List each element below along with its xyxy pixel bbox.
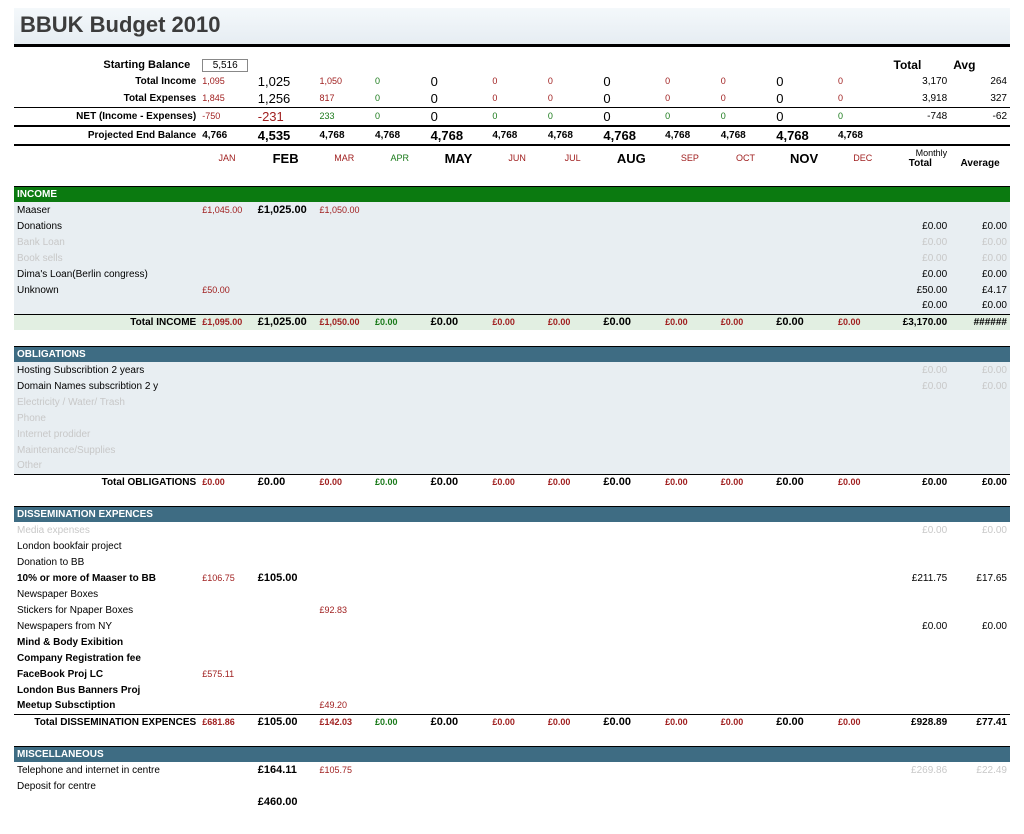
table-row: Stickers for Npaper Boxes£92.83 — [14, 602, 1010, 618]
month-header: SEP — [662, 147, 718, 170]
month-header: FEB — [255, 147, 317, 170]
table-row: Unknown£50.00£50.00£4.17 — [14, 282, 1010, 298]
month-header: MAR — [316, 147, 372, 170]
table-row: Internet prodider — [14, 426, 1010, 442]
starting-balance-value: 5,516 — [202, 59, 248, 72]
table-row: Other — [14, 458, 1010, 474]
section-header-dissemination: DISSEMINATION EXPENCES — [14, 506, 1010, 522]
page-title: BBUK Budget 2010 — [14, 8, 1010, 47]
month-header: APR — [372, 147, 428, 170]
table-row: Meetup Subsctiption£49.20 — [14, 698, 1010, 714]
month-header: JUN — [489, 147, 545, 170]
table-row: Newspapers from NY£0.00£0.00 — [14, 618, 1010, 634]
table-row: London bookfair project — [14, 538, 1010, 554]
table-row: Newspaper Boxes — [14, 586, 1010, 602]
section-total-row: Total OBLIGATIONS£0.00£0.00£0.00£0.00£0.… — [14, 474, 1010, 490]
table-row: Maintenance/Supplies — [14, 442, 1010, 458]
month-header: JAN — [199, 147, 255, 170]
table-row: Maaser£1,045.00£1,025.00£1,050.00 — [14, 202, 1010, 218]
month-header: OCT — [718, 147, 774, 170]
section-total-row: Total DISSEMINATION EXPENCES£681.86£105.… — [14, 714, 1010, 730]
table-row: Company Registration fee — [14, 650, 1010, 666]
table-row: Phone — [14, 410, 1010, 426]
table-row: 10% or more of Maaser to BB£106.75£105.0… — [14, 570, 1010, 586]
table-row: Telephone and internet in centre£164.11£… — [14, 762, 1010, 778]
table-row: Media expenses£0.00£0.00 — [14, 522, 1010, 538]
table-row: Book sells£0.00£0.00 — [14, 250, 1010, 266]
month-header: MAY — [428, 147, 490, 170]
table-row: Donations£0.00£0.00 — [14, 218, 1010, 234]
table-row: Hosting Subscribtion 2 years£0.00£0.00 — [14, 362, 1010, 378]
table-row: £460.00 — [14, 794, 1010, 810]
month-header: AUG — [600, 147, 662, 170]
section-total-row: Total INCOME£1,095.00£1,025.00£1,050.00£… — [14, 314, 1010, 330]
section-header-obligations: OBLIGATIONS — [14, 346, 1010, 362]
table-row: Donation to BB — [14, 554, 1010, 570]
total-header: Total — [894, 58, 922, 72]
month-header: DEC — [835, 147, 891, 170]
budget-table: Starting Balance5,516TotalAvgTotal Incom… — [14, 57, 1010, 826]
section-header-income: INCOME — [14, 186, 1010, 202]
table-row: Mind & Body Exibition — [14, 634, 1010, 650]
table-row: FaceBook Proj LC£575.11 — [14, 666, 1010, 682]
table-row: £0.00£0.00 — [14, 298, 1010, 314]
month-header: NOV — [773, 147, 835, 170]
month-header: JUL — [545, 147, 601, 170]
starting-balance-label: Starting Balance — [103, 59, 196, 71]
table-row: Electricity / Water/ Trash — [14, 394, 1010, 410]
table-row: London Bus Banners Proj — [14, 682, 1010, 698]
avg-header: Avg — [953, 58, 975, 72]
table-row: Dima's Loan(Berlin congress)£0.00£0.00 — [14, 266, 1010, 282]
section-header-misc: MISCELLANEOUS — [14, 746, 1010, 762]
table-row: Bank Loan£0.00£0.00 — [14, 234, 1010, 250]
table-row: Deposit for centre — [14, 778, 1010, 794]
table-row: Domain Names subscribtion 2 y£0.00£0.00 — [14, 378, 1010, 394]
